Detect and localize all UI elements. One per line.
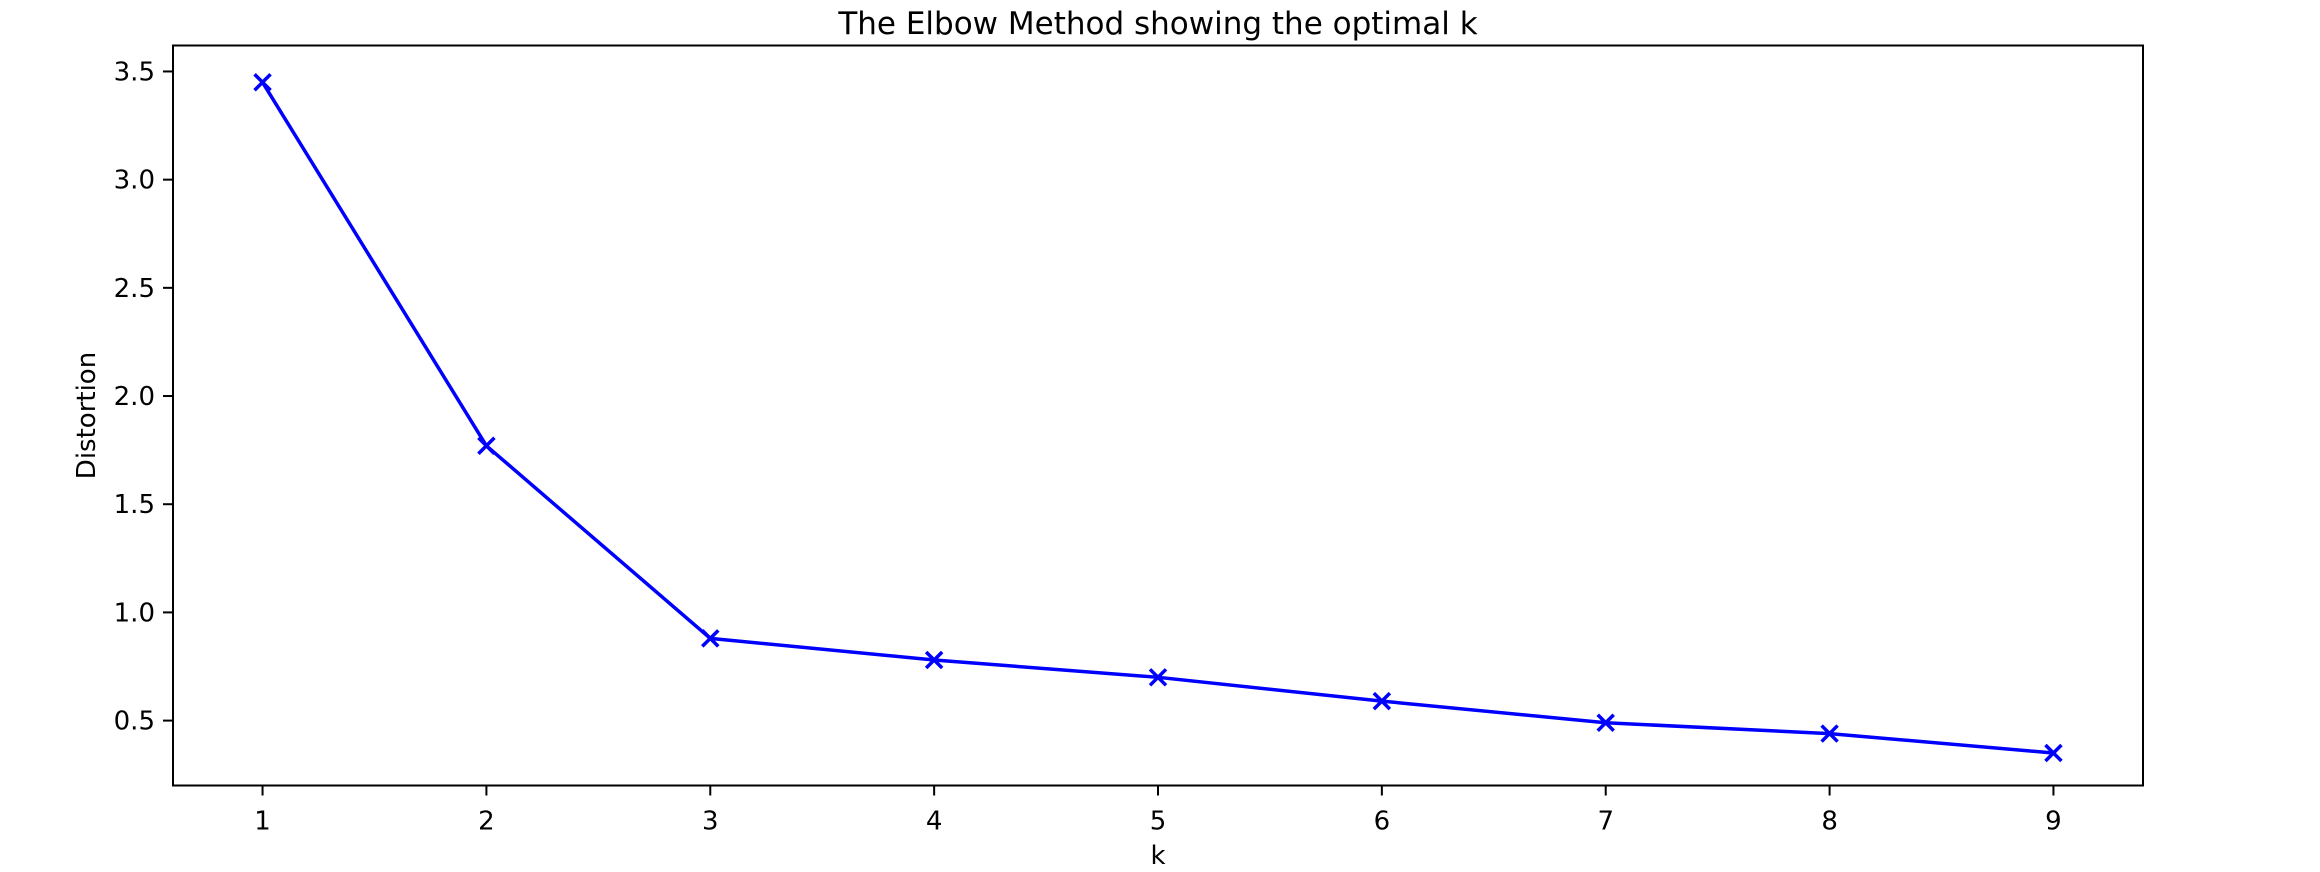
data-point-marker — [924, 650, 944, 670]
data-point-marker — [1820, 724, 1839, 743]
data-point-marker — [1148, 668, 1168, 687]
y-tick-label: 2.5 — [114, 274, 155, 304]
chart-title: The Elbow Method showing the optimal k — [837, 6, 1477, 42]
y-tick-label: 1.0 — [114, 598, 155, 628]
x-tick-label: 4 — [926, 807, 943, 837]
x-tick-label: 8 — [1821, 807, 1838, 837]
data-point-marker — [477, 436, 496, 456]
x-tick-label: 5 — [1150, 807, 1167, 837]
x-tick-label: 3 — [702, 807, 719, 837]
x-tick-label: 2 — [478, 807, 495, 837]
x-tick-label: 7 — [1597, 807, 1614, 837]
y-tick-label: 1.5 — [114, 490, 155, 520]
data-point-marker — [1372, 691, 1392, 711]
x-axis-label: k — [1150, 841, 1165, 871]
x-tick-label: 1 — [254, 807, 271, 837]
x-tick-label: 6 — [1374, 807, 1391, 837]
y-tick-label: 3.5 — [114, 57, 155, 87]
x-axis-ticks: 1 2 3 4 5 6 7 8 9 — [254, 785, 2062, 837]
y-tick-label: 2.0 — [114, 382, 155, 412]
series-line-distortion — [261, 81, 2054, 755]
y-tick-label: 0.5 — [114, 707, 155, 737]
data-point-marker — [253, 73, 272, 92]
y-axis-ticks: 0.5 1.0 1.5 2.0 2.5 3.0 3.5 — [114, 57, 173, 737]
data-point-marker — [701, 629, 720, 648]
data-series — [253, 73, 2063, 763]
y-tick-label: 3.0 — [114, 166, 155, 196]
data-point-marker — [1596, 713, 1615, 732]
x-tick-label: 9 — [2045, 807, 2062, 837]
data-point-marker — [2044, 743, 2063, 763]
y-axis-label: Distortion — [72, 352, 102, 479]
